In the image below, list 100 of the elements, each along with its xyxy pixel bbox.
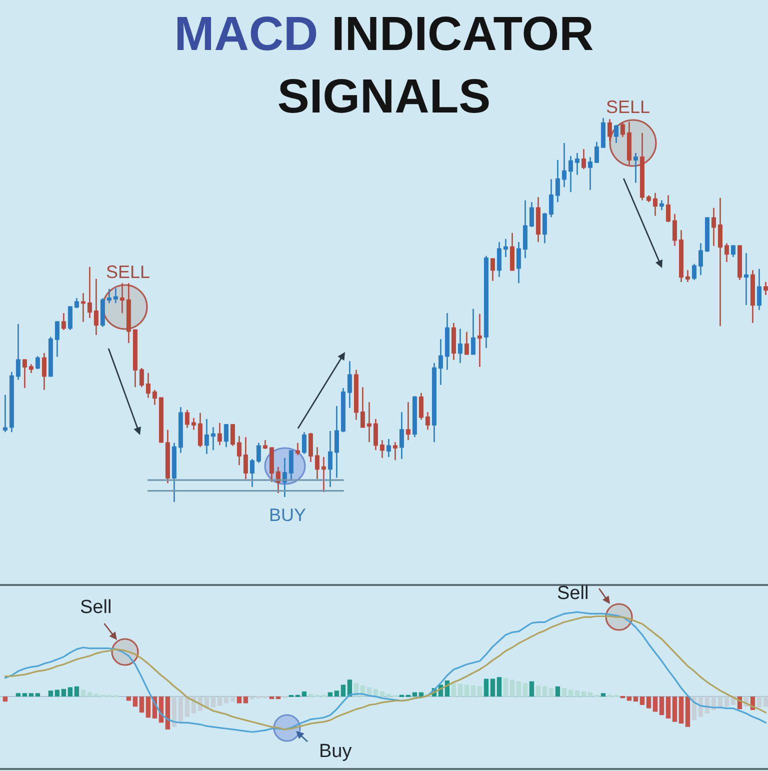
candlestick	[328, 430, 332, 488]
bar	[28, 693, 34, 697]
candlestick	[347, 360, 352, 409]
bar	[666, 696, 671, 718]
candlestick	[685, 269, 690, 283]
candlestick	[640, 132, 644, 201]
candlestick	[210, 426, 216, 451]
bar	[510, 680, 515, 697]
bar	[132, 696, 138, 707]
bar	[451, 683, 456, 697]
candlestick	[178, 406, 183, 454]
candlestick	[399, 411, 404, 460]
candlestick	[87, 266, 92, 319]
candlestick	[165, 429, 170, 484]
bar	[490, 678, 496, 697]
candlestick	[633, 152, 638, 184]
bar	[763, 696, 768, 707]
text: BUY	[269, 505, 306, 525]
candlestick	[490, 258, 495, 282]
bar	[334, 690, 340, 697]
candlestick	[503, 238, 508, 258]
candlestick	[730, 244, 736, 258]
bar	[35, 693, 40, 697]
candlestick	[366, 402, 372, 443]
bar	[94, 694, 99, 697]
annotation: Sell	[80, 597, 112, 618]
candlestick	[373, 418, 378, 451]
candlestick	[451, 322, 456, 361]
candlestick	[711, 207, 716, 247]
candlestick	[522, 200, 528, 259]
bar	[581, 691, 586, 697]
candlestick	[256, 442, 261, 464]
candlestick	[250, 458, 254, 488]
candlestick	[22, 358, 27, 389]
bar	[678, 696, 684, 724]
text: Buy	[319, 741, 352, 762]
candlestick	[548, 178, 554, 218]
candlestick	[438, 338, 443, 386]
bar	[568, 690, 574, 697]
bar	[22, 693, 28, 697]
candlestick	[614, 124, 618, 144]
candlestick	[120, 282, 124, 314]
candlestick	[620, 122, 625, 138]
candlestick	[106, 288, 112, 304]
bar	[165, 696, 170, 730]
bar	[80, 690, 86, 697]
bar	[536, 686, 541, 697]
bar	[600, 693, 606, 697]
candlestick	[224, 423, 228, 448]
bar	[562, 688, 567, 697]
bar	[236, 696, 242, 704]
bar	[16, 693, 21, 697]
candlestick	[302, 431, 306, 455]
bar	[276, 696, 281, 700]
candlestick	[152, 389, 157, 406]
candlestick	[425, 411, 430, 430]
candlestick	[80, 292, 86, 323]
candlestick	[54, 320, 60, 358]
candlestick	[763, 281, 768, 296]
bar	[380, 691, 385, 697]
bar	[516, 681, 522, 697]
candlestick	[484, 255, 488, 349]
candlestick	[737, 244, 742, 281]
bar	[172, 696, 177, 727]
candlestick	[496, 241, 502, 278]
bar	[217, 696, 222, 706]
candlestick	[321, 456, 326, 493]
bar	[302, 691, 307, 697]
candlestick	[386, 438, 391, 458]
candlestick	[217, 422, 222, 446]
candlestick	[574, 152, 580, 176]
candlestick	[458, 328, 462, 364]
bar	[496, 677, 502, 697]
bar	[652, 696, 658, 712]
bar	[588, 692, 593, 697]
candlestick	[542, 212, 547, 244]
candlestick	[282, 457, 287, 498]
candlestick	[172, 442, 176, 503]
candlestick	[16, 323, 20, 381]
bar	[61, 688, 66, 697]
candlestick	[139, 367, 144, 388]
candlestick	[269, 446, 274, 483]
candlestick	[314, 446, 320, 480]
candlestick	[94, 278, 98, 336]
bar	[724, 696, 730, 707]
candlestick	[698, 242, 703, 276]
bar	[184, 696, 190, 717]
bar	[574, 690, 580, 697]
bar	[48, 690, 54, 697]
bar	[386, 694, 392, 697]
bar	[646, 696, 652, 708]
bar	[756, 696, 762, 708]
candlestick	[340, 387, 346, 433]
bar	[54, 690, 60, 697]
candlestick	[444, 312, 450, 371]
candlestick	[126, 282, 131, 344]
bar	[484, 678, 489, 697]
candlestick	[718, 197, 722, 327]
bar	[87, 692, 92, 697]
bar	[230, 696, 236, 702]
